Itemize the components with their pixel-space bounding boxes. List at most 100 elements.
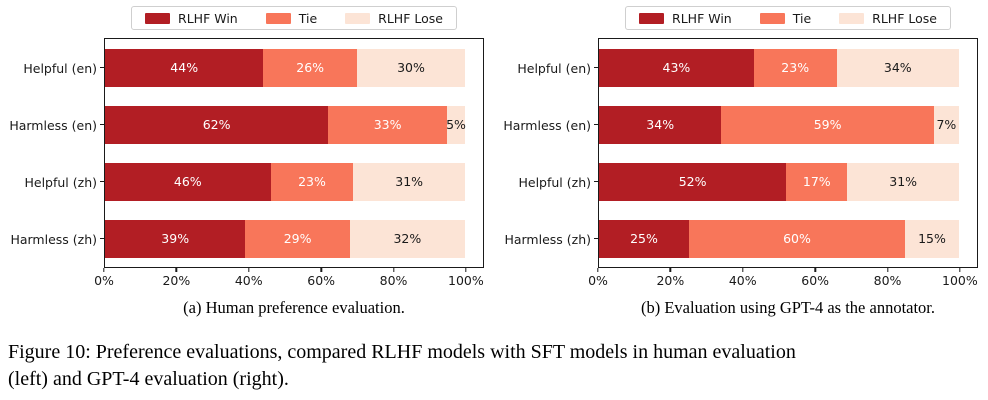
- bar-segment: 29%: [245, 219, 350, 258]
- bar-value-label: 23%: [298, 174, 326, 189]
- bar-value-label: 29%: [283, 231, 312, 246]
- bar-segment: 33%: [328, 105, 447, 144]
- x-tick-label: 0%: [94, 273, 114, 288]
- chart-gpt4-evaluation: RLHF Win Tie RLHF Lose Helpful (en) Harmles…: [494, 6, 988, 318]
- bar-segment: 39%: [105, 219, 246, 258]
- plot-grid-a: Helpful (en) Harmless (en) Helpful (zh) Har…: [0, 38, 494, 268]
- bar-value-label: 59%: [813, 117, 842, 132]
- stacked-bar: 52% 17% 31%: [599, 162, 977, 201]
- y-tick-mark: [99, 180, 104, 183]
- bar-segment: 30%: [356, 48, 465, 87]
- bar-segment: 43%: [599, 48, 754, 87]
- legend-swatch-icon: [145, 12, 171, 24]
- y-tick-mark: [593, 66, 598, 69]
- bar-row: 25% 60% 15%: [593, 210, 977, 267]
- bar-value-label: 7%: [936, 117, 957, 132]
- bar-value-label: 34%: [883, 60, 912, 75]
- bar-row: 46% 23% 31%: [99, 153, 483, 210]
- plot-grid-b: Helpful (en) Harmless (en) Helpful (zh) Har…: [494, 38, 988, 268]
- bar-segment: 5%: [446, 105, 466, 144]
- x-tick-mark: [959, 268, 961, 272]
- bar-value-label: 34%: [646, 117, 675, 132]
- bar-row: 44% 26% 30%: [99, 39, 483, 96]
- y-axis-label: Helpful (zh): [24, 174, 97, 190]
- x-tick-mark: [742, 268, 744, 272]
- x-tick-label: 60%: [801, 273, 830, 288]
- bar-value-label: 17%: [802, 174, 831, 189]
- x-tick-label: 100%: [448, 273, 484, 288]
- legend-label: RLHF Lose: [378, 10, 443, 26]
- legend-item: RLHF Lose: [345, 12, 443, 25]
- bar-segment: 17%: [786, 162, 848, 201]
- chart-human-preference: RLHF Win Tie RLHF Lose Helpful (en) Harmles…: [0, 6, 494, 318]
- bar-segment: 23%: [270, 162, 354, 201]
- charts-row: RLHF Win Tie RLHF Lose Helpful (en) Harmles…: [0, 6, 988, 318]
- subcaption-b: (b) Evaluation using GPT-4 as the annota…: [640, 298, 936, 317]
- legend-item: RLHF Win: [145, 12, 238, 25]
- legend-swatch-icon: [759, 12, 785, 24]
- stacked-bar: 44% 26% 30%: [105, 48, 483, 87]
- x-axis: 0% 20% 40% 60% 80% 100%: [588, 268, 978, 289]
- x-tick-label: 40%: [234, 273, 263, 288]
- bar-row: 62% 33% 5%: [99, 96, 483, 153]
- bar-value-label: 32%: [393, 231, 422, 246]
- legend-swatch-icon: [345, 12, 371, 24]
- y-axis-label: Harmless (zh): [504, 231, 591, 247]
- bar-segment: 31%: [353, 162, 465, 201]
- plot-area: 43% 23% 34% 34% 59% 7% 52% 17% 31% 25% 60% 15%: [593, 38, 978, 268]
- figure-caption: Figure 10: Preference evaluations, compa…: [8, 341, 796, 390]
- stacked-bar: 34% 59% 7%: [599, 105, 977, 144]
- bar-segment: 34%: [836, 48, 959, 87]
- bar-segment: 31%: [847, 162, 959, 201]
- legend-box: RLHF Win Tie RLHF Lose: [625, 6, 951, 30]
- bar-value-label: 31%: [395, 174, 424, 189]
- stacked-bar: 25% 60% 15%: [599, 219, 977, 258]
- bar-segment: 44%: [105, 48, 264, 87]
- bar-value-label: 62%: [202, 117, 231, 132]
- legend-swatch-icon: [639, 12, 665, 24]
- legend-b: RLHF Win Tie RLHF Lose: [598, 6, 978, 30]
- x-tick-mark: [597, 268, 599, 272]
- legend-label: RLHF Lose: [872, 10, 937, 26]
- x-tick-label: 40%: [728, 273, 757, 288]
- bar-value-label: 52%: [678, 174, 707, 189]
- bar-row: 52% 17% 31%: [593, 153, 977, 210]
- bar-segment: 62%: [105, 105, 329, 144]
- legend-label: Tie: [792, 10, 812, 26]
- legend-a: RLHF Win Tie RLHF Lose: [104, 6, 484, 30]
- bar-value-label: 15%: [918, 231, 946, 246]
- bar-segment: 23%: [753, 48, 837, 87]
- stacked-bar: 39% 29% 32%: [105, 219, 483, 258]
- y-axis-label: Helpful (zh): [518, 174, 591, 190]
- bar-segment: 34%: [599, 105, 722, 144]
- bar-segment: 26%: [263, 48, 357, 87]
- stacked-bar: 46% 23% 31%: [105, 162, 483, 201]
- bar-value-label: 43%: [662, 60, 691, 75]
- y-tick-mark: [593, 180, 598, 183]
- y-tick-mark: [99, 237, 104, 240]
- x-tick-label: 0%: [588, 273, 608, 288]
- y-tick-mark: [593, 237, 598, 240]
- x-tick-label: 80%: [379, 273, 408, 288]
- bar-value-label: 31%: [889, 174, 918, 189]
- bar-row: 34% 59% 7%: [593, 96, 977, 153]
- bar-segment: 46%: [105, 162, 271, 201]
- bar-segment: 7%: [933, 105, 959, 144]
- legend-label: Tie: [298, 10, 318, 26]
- y-tick-mark: [99, 66, 104, 69]
- x-tick-label: 20%: [162, 273, 191, 288]
- y-axis-labels: Helpful (en) Harmless (en) Helpful (zh) Har…: [0, 38, 104, 268]
- y-axis-label: Helpful (en): [23, 60, 97, 76]
- bar-segment: 52%: [599, 162, 787, 201]
- legend-box: RLHF Win Tie RLHF Lose: [131, 6, 457, 30]
- x-tick-mark: [814, 268, 816, 272]
- y-axis-label: Helpful (en): [517, 60, 591, 76]
- stacked-bar: 62% 33% 5%: [105, 105, 483, 144]
- y-axis-label: Harmless (en): [503, 117, 591, 133]
- legend-swatch-icon: [265, 12, 291, 24]
- legend-item: RLHF Win: [639, 12, 732, 25]
- x-tick-mark: [465, 268, 467, 272]
- legend-item: Tie: [265, 10, 318, 26]
- bar-value-label: 26%: [296, 60, 325, 75]
